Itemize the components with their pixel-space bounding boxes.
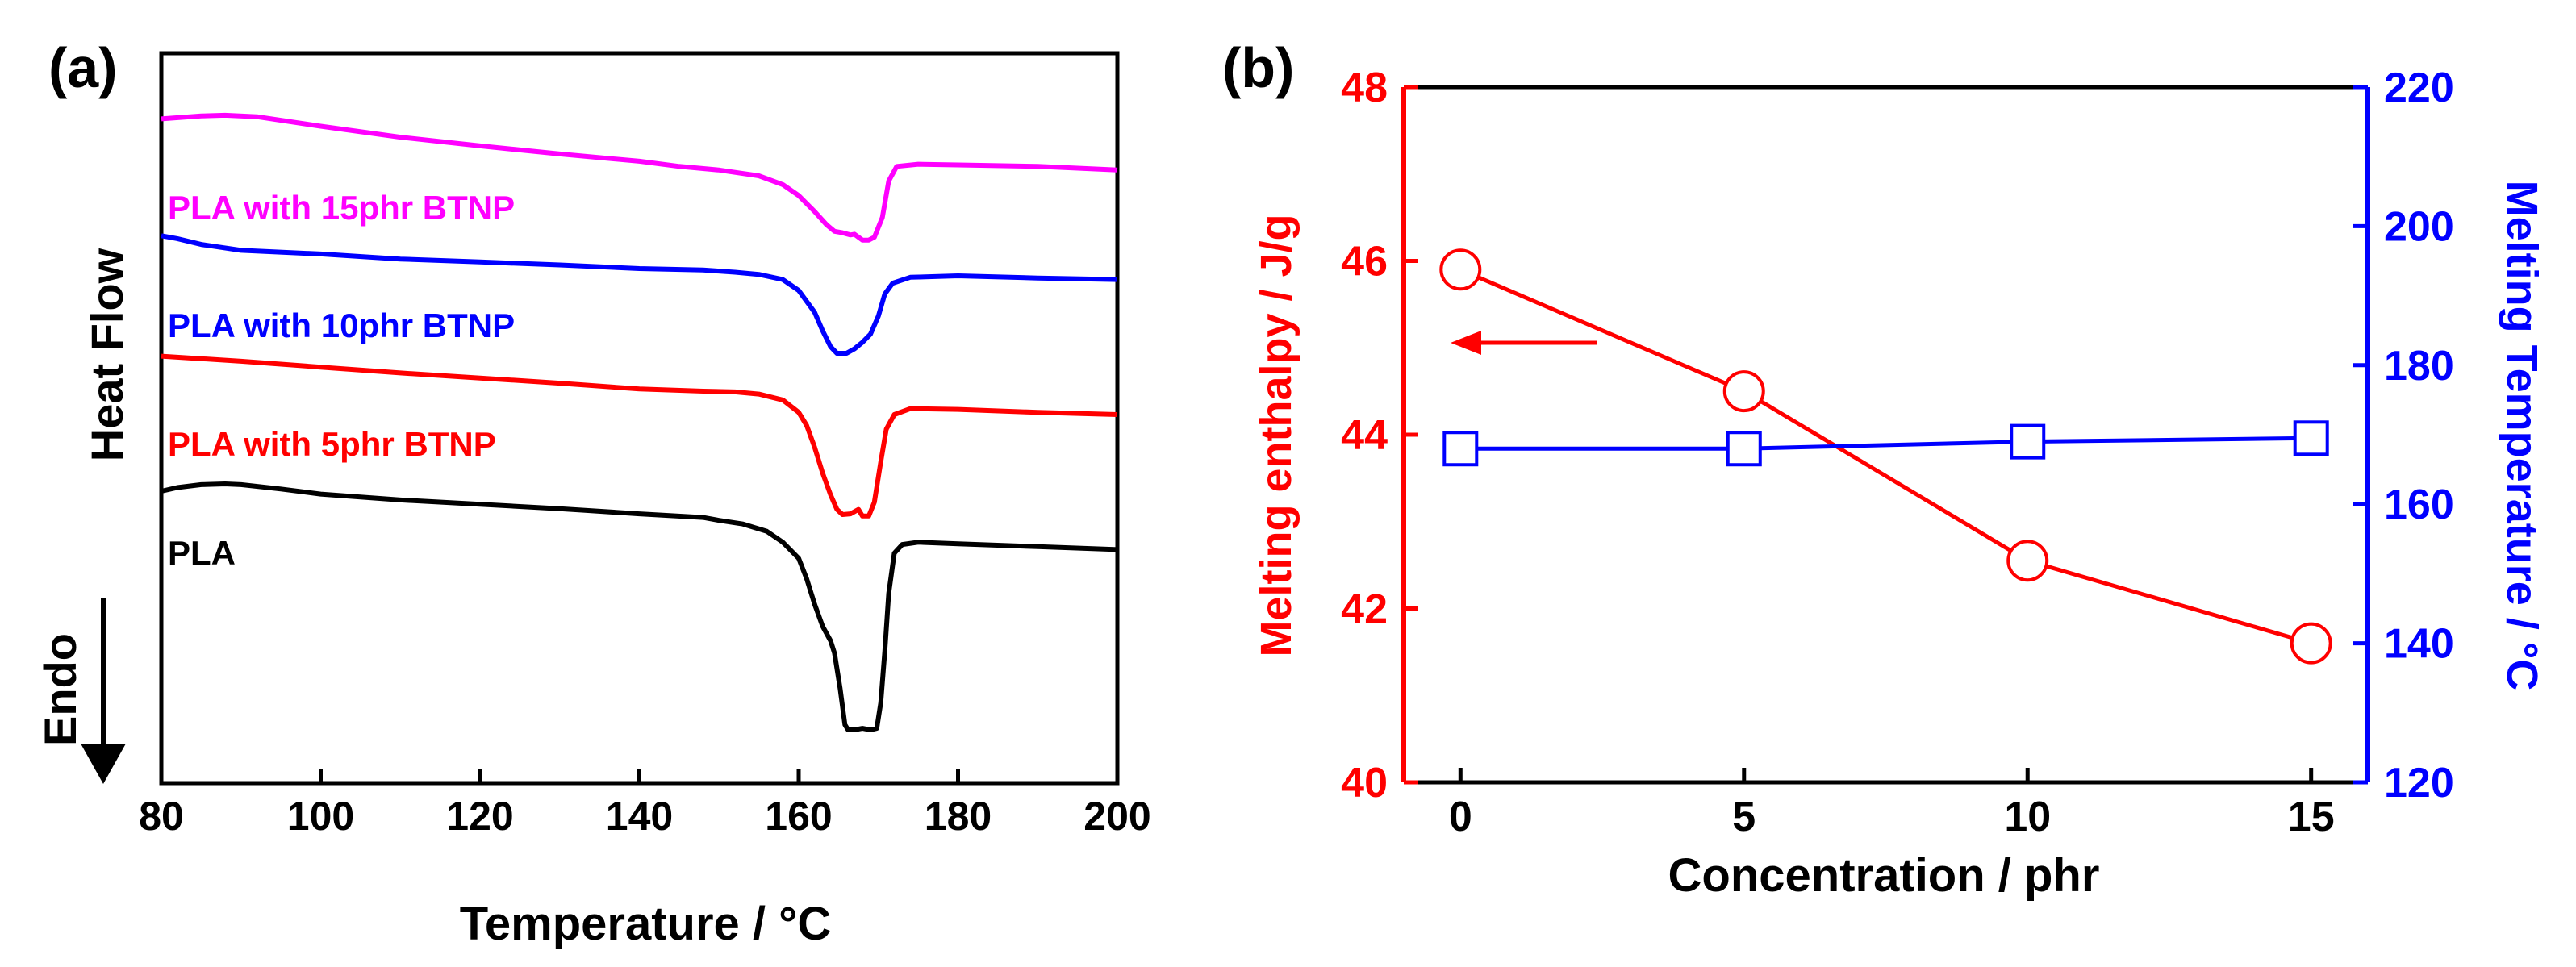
temperature-marker (1726, 431, 1762, 467)
dsc-curve-3 (161, 481, 1118, 732)
curve-label-10phr: PLA with 10phr BTNP (168, 306, 515, 344)
panel-b: (b) 40 42 44 46 48 120 140 160 180 200 220 0 5 10 15… (1222, 36, 2546, 902)
panel-b-x-tick-label: 5 (1732, 794, 1756, 840)
panel-b-right-tick-label: 180 (2384, 343, 2454, 390)
panel-b-left-tick-label: 46 (1341, 239, 1388, 286)
panel-a-x-tick-label: 140 (606, 794, 673, 839)
panel-a-x-tick-label: 120 (446, 794, 513, 839)
curve-label-15phr: PLA with 15phr BTNP (168, 189, 515, 227)
temperature-marker (1442, 431, 1479, 467)
enthalpy-marker (1722, 370, 1765, 413)
endo-label: Endo (35, 633, 86, 746)
panel-a-x-tick-label: 160 (765, 794, 832, 839)
dsc-curve-2 (161, 353, 1118, 519)
panel-b-right-ticks: 120 140 160 180 200 220 (2353, 65, 2454, 807)
panel-b-left-tick-label: 48 (1341, 65, 1388, 111)
panel-a-x-tick-label: 180 (925, 794, 992, 839)
panel-a-x-tick-label: 200 (1083, 794, 1150, 839)
annotation-arrow-head-icon (1451, 331, 1481, 355)
temperature-marker (2293, 420, 2329, 456)
panel-b-left-tick-label: 40 (1341, 760, 1388, 807)
panel-b-left-ticks: 40 42 44 46 48 (1341, 65, 1418, 807)
endo-arrow-head-icon (81, 744, 126, 784)
panel-b-x-tick-label: 15 (2288, 794, 2335, 840)
series-line-0 (1459, 268, 2312, 646)
panel-b-x-axis-label: Concentration / phr (1668, 849, 2100, 902)
panel-a-y-axis-label: Heat Flow (81, 248, 132, 461)
panel-a-x-tick-label: 80 (139, 794, 184, 839)
panel-b-x-ticks: 0 5 10 15 (1449, 768, 2335, 840)
panel-b-right-tick-label: 120 (2384, 760, 2454, 807)
panel-b-x-tick-label: 10 (2004, 794, 2051, 840)
panel-b-right-tick-label: 140 (2384, 621, 2454, 668)
enthalpy-marker (2006, 540, 2049, 582)
curve-label-pla: PLA (168, 534, 236, 572)
enthalpy-marker (2290, 622, 2332, 665)
temperature-marker (2010, 423, 2046, 460)
panel-b-left-tick-label: 42 (1341, 586, 1388, 633)
dsc-curve-1 (161, 233, 1118, 356)
panel-b-right-axis-label: Melting Temperature / °C (2498, 181, 2546, 691)
panel-b-x-tick-label: 0 (1449, 794, 1472, 840)
curve-label-5phr: PLA with 5phr BTNP (168, 425, 496, 463)
panel-a-x-axis-label: Temperature / °C (460, 898, 831, 950)
panel-b-right-tick-label: 160 (2384, 481, 2454, 528)
panel-b-left-tick-label: 44 (1341, 412, 1388, 459)
series-line-1 (1460, 436, 2311, 451)
dsc-curve-0 (161, 112, 1118, 243)
panel-a-curves (161, 112, 1118, 732)
panel-b-series (1439, 248, 2332, 665)
enthalpy-marker (1439, 248, 1482, 291)
panel-a-curve-labels: PLA with 15phr BTNP PLA with 10phr BTNP … (168, 189, 515, 572)
panel-b-left-axis-label: Melting enthalpy / J/g (1252, 214, 1301, 656)
panel-a-x-ticks: 80 100 120 140 160 180 200 (139, 769, 1151, 839)
panel-b-label: (b) (1222, 36, 1294, 99)
panel-a-x-tick-label: 100 (287, 794, 354, 839)
panel-b-right-tick-label: 200 (2384, 203, 2454, 250)
panel-b-right-tick-label: 220 (2384, 65, 2454, 111)
panel-a: (a) PLA with 15phr BTNP PLA with 10phr B… (35, 36, 1151, 950)
panel-a-label: (a) (48, 36, 118, 99)
